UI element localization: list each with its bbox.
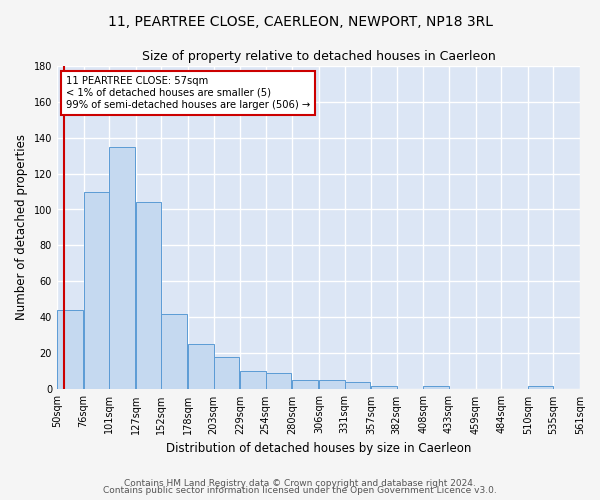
Bar xyxy=(188,344,214,390)
Y-axis label: Number of detached properties: Number of detached properties xyxy=(15,134,28,320)
Bar xyxy=(240,372,266,390)
Text: 11, PEARTREE CLOSE, CAERLEON, NEWPORT, NP18 3RL: 11, PEARTREE CLOSE, CAERLEON, NEWPORT, N… xyxy=(107,15,493,29)
Bar xyxy=(371,386,397,390)
X-axis label: Distribution of detached houses by size in Caerleon: Distribution of detached houses by size … xyxy=(166,442,471,455)
Bar xyxy=(57,310,83,390)
Title: Size of property relative to detached houses in Caerleon: Size of property relative to detached ho… xyxy=(142,50,496,63)
Text: 11 PEARTREE CLOSE: 57sqm
< 1% of detached houses are smaller (5)
99% of semi-det: 11 PEARTREE CLOSE: 57sqm < 1% of detache… xyxy=(66,76,310,110)
Bar xyxy=(214,357,239,390)
Bar xyxy=(136,202,161,390)
Bar xyxy=(344,382,370,390)
Bar xyxy=(109,146,135,390)
Bar xyxy=(424,386,449,390)
Bar xyxy=(266,373,292,390)
Text: Contains HM Land Registry data © Crown copyright and database right 2024.: Contains HM Land Registry data © Crown c… xyxy=(124,478,476,488)
Bar xyxy=(528,386,553,390)
Bar xyxy=(292,380,318,390)
Bar xyxy=(161,314,187,390)
Bar xyxy=(83,192,109,390)
Text: Contains public sector information licensed under the Open Government Licence v3: Contains public sector information licen… xyxy=(103,486,497,495)
Bar xyxy=(319,380,344,390)
